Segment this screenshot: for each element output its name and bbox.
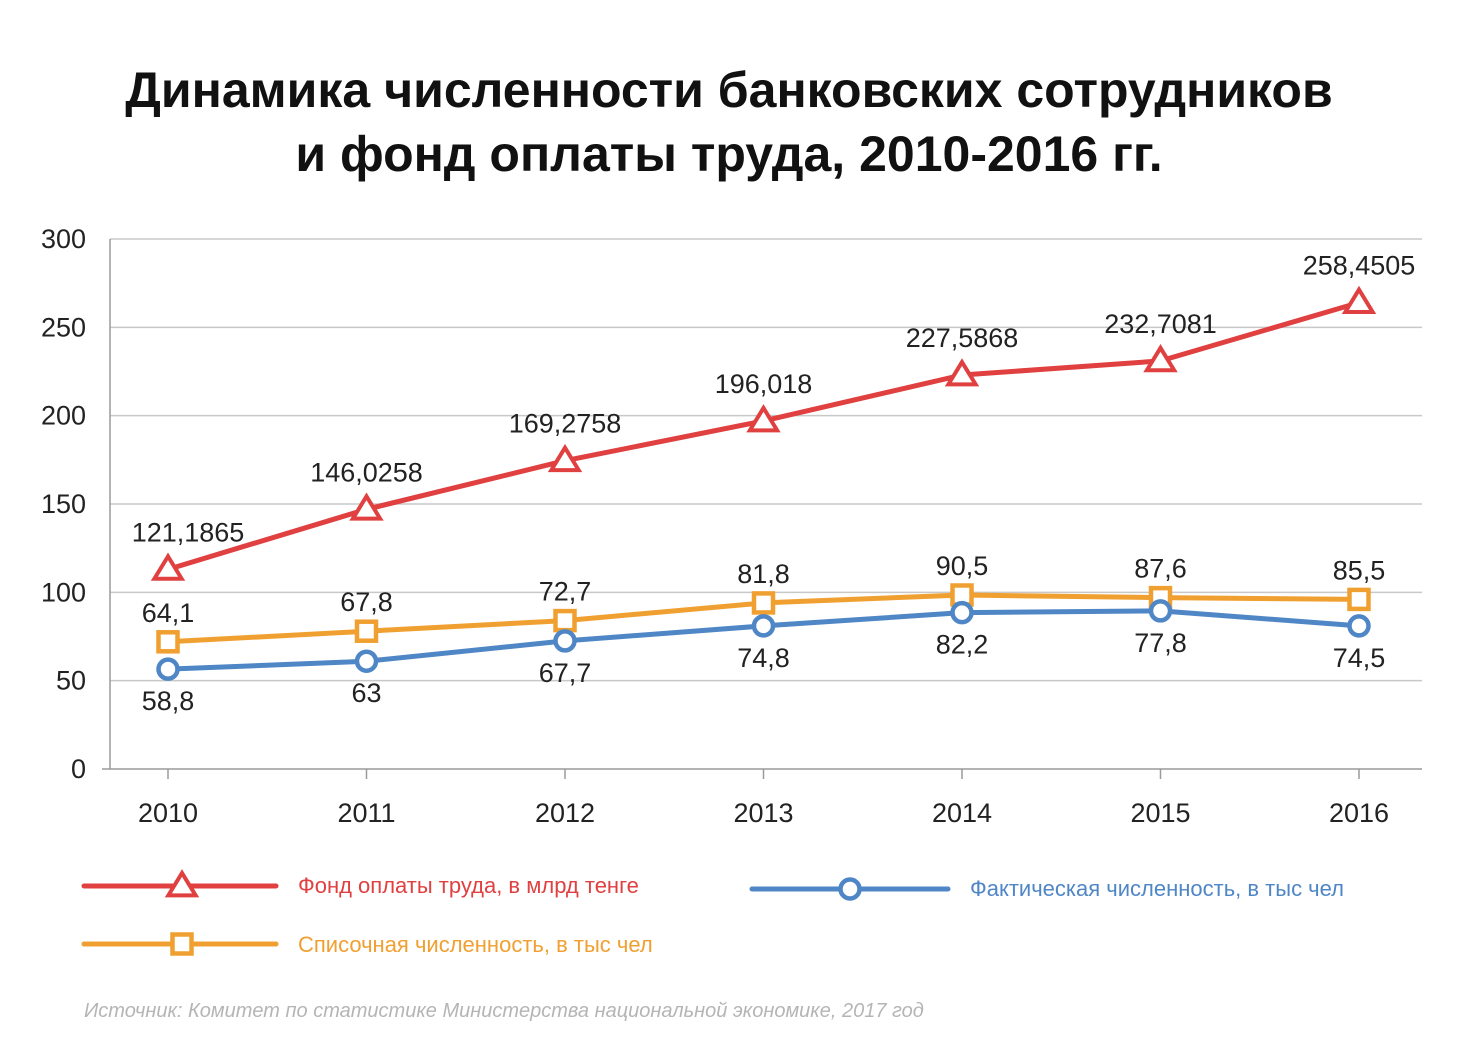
legend-label-payroll: Фонд оплаты труда, в млрд тенге <box>298 873 639 898</box>
data-point-listed <box>1347 587 1371 612</box>
y-tick-label: 150 <box>41 489 86 519</box>
data-point-payroll <box>1341 285 1377 314</box>
y-tick-label: 50 <box>56 666 86 696</box>
data-point-listed <box>751 591 776 615</box>
data-point-listed <box>354 619 379 643</box>
data-label-listed: 87,6 <box>1134 554 1187 584</box>
legend: Фонд оплаты труда, в млрд тенге Списочная… <box>81 869 1344 957</box>
data-point-actual <box>751 614 776 638</box>
data-label-payroll: 121,1865 <box>132 517 245 547</box>
data-label-actual: 82,2 <box>936 630 989 660</box>
x-tick-label: 2012 <box>535 798 595 828</box>
x-tick-label: 2016 <box>1329 798 1389 828</box>
x-tick-label: 2015 <box>1130 798 1190 828</box>
data-label-actual: 67,7 <box>539 658 592 688</box>
data-label-actual: 77,8 <box>1134 628 1187 658</box>
data-label-payroll: 258,4505 <box>1303 251 1416 281</box>
data-point-payroll <box>547 443 583 473</box>
data-label-actual: 74,5 <box>1333 643 1386 673</box>
data-point-actual <box>1148 599 1173 623</box>
grid-lines <box>110 238 1422 682</box>
y-tick-label: 0 <box>71 754 86 784</box>
axes: 0 50 100 150 200 250 300 2010 2011 2012 2013 2014 20… <box>41 224 1422 828</box>
legend-marker-actual <box>838 877 862 901</box>
x-tick-label: 2011 <box>337 798 395 828</box>
data-point-actual <box>354 649 379 673</box>
data-point-payroll <box>746 404 781 433</box>
legend-marker-listed <box>170 932 194 956</box>
y-tick-label: 300 <box>41 224 86 254</box>
y-tick-label: 100 <box>41 577 86 607</box>
data-point-payroll <box>1143 344 1178 373</box>
data-label-listed: 64,1 <box>142 598 195 628</box>
data-point-payroll <box>349 492 384 521</box>
legend-label-listed: Списочная численность, в тыс чел <box>298 932 653 957</box>
data-label-listed: 81,8 <box>737 559 790 589</box>
y-tick-label: 200 <box>41 401 86 431</box>
series-line-payroll <box>165 300 1362 572</box>
legend-item-payroll: Фонд оплаты труда, в млрд тенге <box>81 869 639 898</box>
x-tick-label: 2013 <box>733 798 793 828</box>
data-label-actual: 74,8 <box>737 643 790 673</box>
data-label-listed: 85,5 <box>1333 555 1386 585</box>
series-lines <box>150 285 1377 681</box>
legend-item-actual: Фактическая численность, в тыс чел <box>749 876 1344 901</box>
series-actual <box>156 599 1371 681</box>
x-tick-label: 2014 <box>932 798 992 828</box>
data-point-payroll <box>150 552 186 581</box>
data-label-listed: 67,8 <box>340 587 393 617</box>
data-point-listed <box>156 630 180 654</box>
x-tick-label: 2010 <box>138 798 198 828</box>
data-label-listed: 90,5 <box>936 551 989 581</box>
data-point-actual <box>156 657 180 681</box>
data-point-listed <box>553 608 577 633</box>
data-label-actual: 63 <box>351 678 381 708</box>
data-label-payroll: 169,2758 <box>509 409 622 439</box>
series-listed <box>156 583 1371 654</box>
data-labels: 121,1865 146,0258 169,2758 196,018 227,5868 2… <box>132 251 1416 717</box>
chart-title-line-1: Динамика численности банковских сотрудни… <box>125 62 1333 118</box>
data-point-actual <box>553 629 577 653</box>
legend-marker-payroll <box>164 869 200 898</box>
legend-item-listed: Списочная численность, в тыс чел <box>81 932 653 957</box>
data-label-payroll: 196,018 <box>715 369 813 399</box>
data-label-payroll: 146,0258 <box>310 457 423 487</box>
chart-title-line-2: и фонд оплаты труда, 2010-2016 гг. <box>295 126 1163 182</box>
data-label-payroll: 232,7081 <box>1104 309 1217 339</box>
data-point-payroll <box>944 358 980 387</box>
series-payroll <box>150 285 1377 581</box>
chart-title: Динамика численности банковских сотрудни… <box>0 58 1458 186</box>
y-tick-label: 250 <box>41 312 86 342</box>
data-point-actual <box>950 600 974 625</box>
data-label-listed: 72,7 <box>539 577 592 607</box>
data-label-payroll: 227,5868 <box>906 323 1019 353</box>
source-note: Источник: Комитет по статистике Министер… <box>84 1000 924 1022</box>
data-label-actual: 58,8 <box>142 686 195 716</box>
data-point-actual <box>1347 614 1371 638</box>
legend-label-actual: Фактическая численность, в тыс чел <box>970 876 1344 901</box>
